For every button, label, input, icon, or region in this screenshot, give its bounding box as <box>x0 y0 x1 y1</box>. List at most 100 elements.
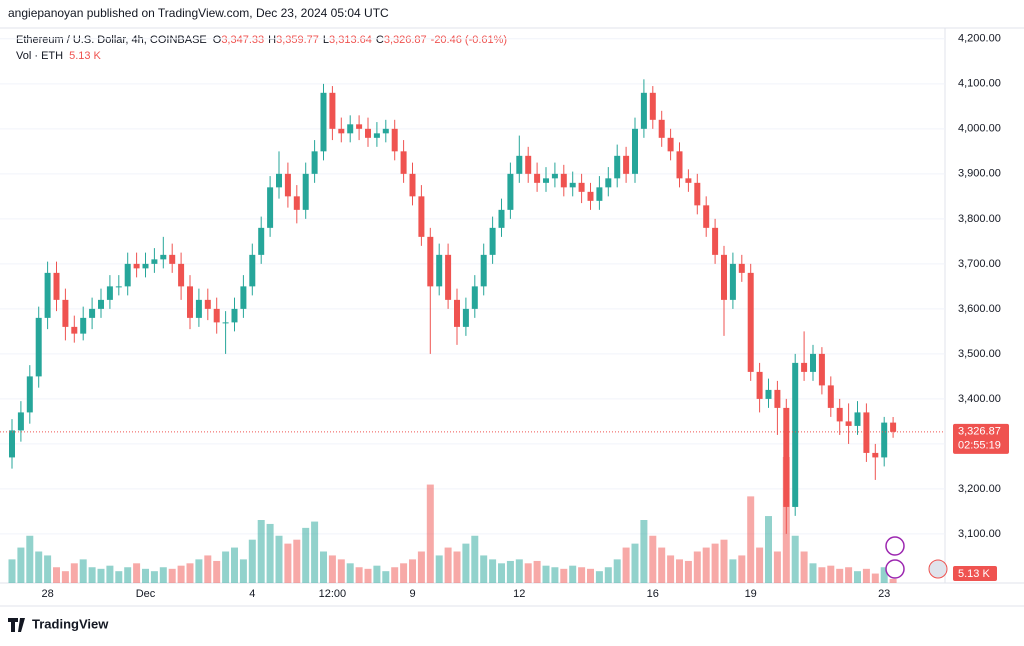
x-tick-label: 23 <box>878 588 890 600</box>
volume-bar <box>302 527 310 583</box>
candle-body <box>267 187 274 228</box>
candle-body <box>729 263 736 300</box>
candle-body <box>640 92 647 129</box>
candle-body <box>623 155 630 174</box>
volume-bar <box>524 563 532 583</box>
volume-bar <box>738 555 746 583</box>
y-tick-label: 3,500.00 <box>958 348 1001 360</box>
candle-body <box>44 272 51 318</box>
y-tick-label: 3,400.00 <box>958 393 1001 405</box>
volume-bar <box>747 496 755 583</box>
volume-bar <box>320 551 327 583</box>
x-tick-label: 28 <box>41 588 53 600</box>
volume-bar <box>44 555 52 583</box>
volume-bar <box>595 571 603 583</box>
volume-bar <box>328 555 336 583</box>
candle-body <box>801 362 808 372</box>
volume-bar <box>471 535 479 583</box>
volume-bar <box>765 516 772 583</box>
candle-body <box>783 407 790 507</box>
volume-bar <box>854 571 861 583</box>
volume-bar <box>284 543 292 583</box>
volume-bar <box>115 571 123 583</box>
legend-item: 3,359.77 <box>276 34 319 46</box>
candle-body <box>338 128 345 134</box>
candle-body <box>302 173 309 210</box>
candle-body <box>115 286 122 288</box>
volume-bar <box>409 559 416 583</box>
candle-body <box>480 254 487 287</box>
candle-body <box>454 299 460 327</box>
candle-body <box>98 299 104 309</box>
volume-bar <box>791 535 799 583</box>
legend-item: 3,347.33 <box>221 34 264 46</box>
legend-line: Ethereum / U.S. Dollar, 4h, COINBASE O3,3… <box>16 34 507 46</box>
candle-body <box>774 389 781 408</box>
volume-bar <box>435 555 443 583</box>
volume-bar <box>533 560 541 583</box>
candle-body <box>569 182 576 188</box>
candle-body <box>738 263 745 273</box>
candle-body <box>845 421 852 426</box>
volume-bar <box>355 567 363 583</box>
price-tag <box>953 423 1009 454</box>
volume-bar <box>159 567 167 583</box>
candle-body <box>703 205 710 228</box>
volume-bar <box>809 563 817 583</box>
candle-body <box>409 173 416 197</box>
volume-bar <box>222 551 230 583</box>
candle-body <box>133 263 140 269</box>
flag-icon <box>928 559 948 579</box>
volume-bar <box>667 555 675 583</box>
candle-body <box>551 173 558 179</box>
volume-bar <box>631 543 639 583</box>
volume-bar <box>676 559 683 583</box>
volume-bar <box>8 559 16 583</box>
candle-body <box>373 133 380 138</box>
volume-bar <box>79 559 87 583</box>
candle-body <box>213 308 220 323</box>
legend-item: Vol · ETH <box>16 50 63 62</box>
event-icon[interactable] <box>885 559 905 579</box>
volume-bar <box>382 571 390 583</box>
volume-tag-label: 5.13 K <box>958 568 990 580</box>
volume-bar <box>142 568 149 583</box>
last-price-label: 3,326.87 <box>958 426 1001 438</box>
volume-bar <box>26 535 34 583</box>
candle-body <box>436 254 443 287</box>
volume-bar <box>640 520 648 583</box>
candle-body <box>400 151 407 174</box>
candle-body <box>489 227 496 255</box>
volume-bar <box>845 567 853 583</box>
volume-tag <box>953 566 997 581</box>
volume-bar <box>613 559 621 583</box>
volume-bar <box>480 555 488 583</box>
x-tick-label: 16 <box>647 588 659 600</box>
volume-bar <box>711 543 719 583</box>
y-tick-label: 3,200.00 <box>958 483 1001 495</box>
plot <box>0 38 945 583</box>
candle-body <box>151 259 158 264</box>
volume-bar <box>649 535 657 583</box>
candle-body <box>71 326 78 334</box>
legend-item: Ethereum / U.S. Dollar, 4h, COINBASE <box>16 34 207 46</box>
candle-body <box>187 286 193 318</box>
volume-bar <box>702 547 710 583</box>
candle-body <box>836 407 843 422</box>
candle-body <box>578 182 585 192</box>
volume-bar <box>337 559 345 583</box>
y-tick-label: 3,100.00 <box>958 528 1001 540</box>
x-tick-label: 4 <box>249 588 255 600</box>
event-icon[interactable] <box>885 536 905 556</box>
candle-body <box>747 272 754 372</box>
volume-bar <box>622 547 630 583</box>
volume-bar <box>168 568 176 583</box>
candle-body <box>35 317 42 377</box>
candle-body <box>89 308 96 318</box>
y-tick-label: 3,600.00 <box>958 303 1001 315</box>
volume-bar <box>364 568 372 583</box>
candle-body <box>293 196 300 210</box>
volume-bar <box>97 568 105 583</box>
candle-body <box>534 173 541 183</box>
